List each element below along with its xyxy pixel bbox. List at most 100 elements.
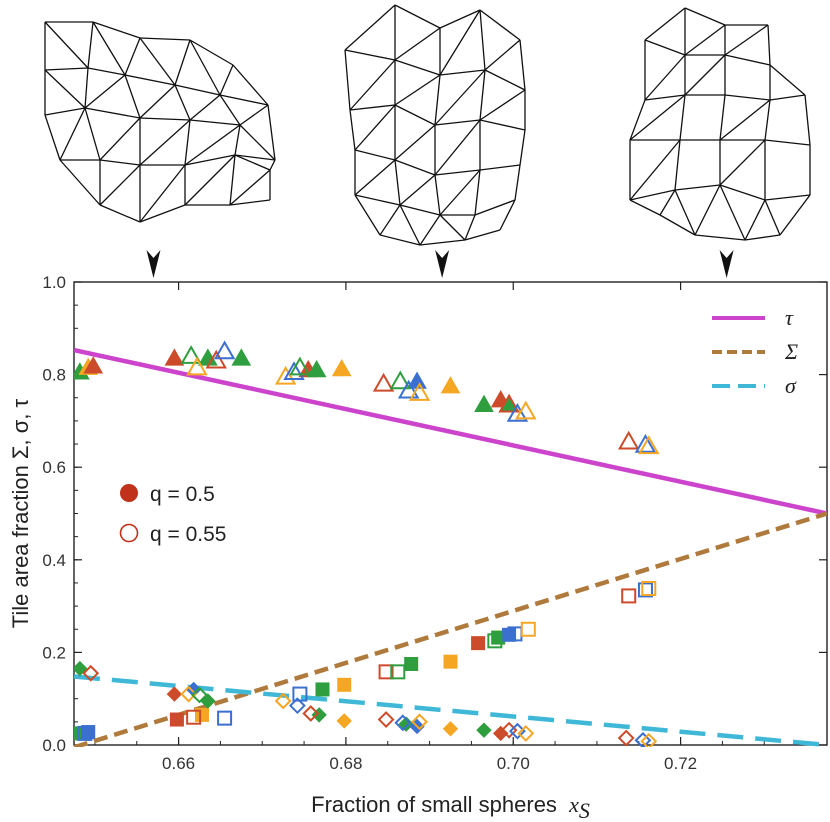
y-tick-label: 1.0 bbox=[42, 273, 66, 292]
tiling-middle bbox=[344, 4, 526, 246]
tile-edge bbox=[439, 9, 481, 29]
data-markers bbox=[74, 340, 660, 747]
tile-edge bbox=[349, 59, 396, 111]
tile-edge bbox=[419, 214, 441, 246]
tile-edge bbox=[124, 74, 141, 119]
y-tick-label: 0.8 bbox=[42, 366, 66, 385]
tile-edge bbox=[399, 204, 441, 216]
down-arrow-icon bbox=[146, 250, 161, 278]
tile-edge bbox=[139, 37, 176, 86]
tile-edge bbox=[694, 234, 746, 241]
tile-edge bbox=[379, 204, 401, 236]
diamond-marker bbox=[180, 685, 198, 703]
tile-edge bbox=[174, 84, 191, 121]
tile-edge bbox=[769, 64, 806, 96]
tile-edge bbox=[744, 199, 766, 241]
triangle-marker bbox=[283, 361, 305, 381]
triangle-marker bbox=[617, 430, 640, 450]
tile-edge bbox=[479, 119, 526, 131]
triangle-marker bbox=[372, 372, 395, 392]
square-marker bbox=[292, 686, 308, 702]
tile-edge bbox=[234, 154, 271, 171]
diamond-marker bbox=[634, 731, 652, 747]
tile-edge bbox=[92, 21, 141, 39]
tile-edge bbox=[59, 159, 101, 206]
tile-edge bbox=[724, 24, 769, 56]
diamond-marker bbox=[166, 686, 183, 702]
tile-edge bbox=[267, 104, 276, 161]
tile-edge bbox=[724, 94, 771, 101]
line-solid bbox=[74, 347, 827, 516]
tile-edge bbox=[464, 229, 501, 241]
tile-edge bbox=[419, 239, 466, 246]
tile-edge bbox=[719, 184, 746, 241]
tile-edge bbox=[479, 69, 486, 121]
tile-edge bbox=[139, 117, 191, 121]
triangle-marker bbox=[306, 359, 327, 378]
legend-marker bbox=[120, 484, 138, 502]
diamond-marker bbox=[191, 686, 208, 704]
square-marker bbox=[507, 626, 523, 642]
square-marker bbox=[404, 656, 419, 671]
tile-edge bbox=[719, 99, 771, 141]
diamond-marker bbox=[394, 714, 412, 732]
tile-edge bbox=[344, 49, 396, 61]
tile-edge bbox=[379, 234, 421, 246]
tile-edge bbox=[629, 99, 646, 141]
tile-edge bbox=[719, 184, 766, 201]
tile-edge bbox=[439, 169, 481, 216]
tile-edge bbox=[229, 169, 271, 206]
tile-edge bbox=[659, 214, 696, 236]
tile-edge bbox=[139, 37, 191, 41]
x-tick-label: 0.68 bbox=[329, 754, 362, 773]
tile-edge bbox=[354, 194, 381, 236]
tile-edge bbox=[139, 119, 191, 166]
tile-edge bbox=[84, 107, 141, 119]
tile-edge bbox=[99, 159, 141, 166]
diamond-marker bbox=[74, 660, 88, 677]
legend-label: τ bbox=[785, 305, 794, 330]
tile-edge bbox=[394, 27, 441, 61]
x-tick-label: 0.72 bbox=[664, 754, 697, 773]
down-arrow-icon bbox=[719, 250, 734, 278]
tile-edge bbox=[394, 159, 401, 206]
tile-edge bbox=[394, 104, 436, 126]
triangle-marker bbox=[498, 393, 520, 413]
diamond-marker bbox=[377, 711, 395, 728]
tile-edge bbox=[644, 7, 686, 41]
diamond-marker bbox=[517, 725, 535, 742]
tile-edge bbox=[629, 139, 681, 201]
tile-edge bbox=[59, 107, 86, 161]
tile-edge bbox=[464, 214, 476, 241]
tile-edge bbox=[239, 124, 276, 161]
tile-edge bbox=[644, 94, 686, 101]
x-tick-label: 0.70 bbox=[497, 754, 530, 773]
tile-edge bbox=[354, 194, 401, 206]
tile-edge bbox=[189, 94, 221, 121]
tile-edge bbox=[514, 164, 521, 201]
tile-edge bbox=[479, 9, 486, 71]
tile-edge bbox=[219, 64, 234, 96]
diamond-marker bbox=[411, 713, 428, 731]
square-marker bbox=[471, 636, 486, 651]
tile-edge bbox=[629, 199, 661, 216]
tile-edge bbox=[44, 67, 89, 71]
tile-edge bbox=[769, 94, 806, 101]
diamond-marker bbox=[288, 697, 306, 715]
diamond-marker bbox=[617, 729, 635, 747]
triangle-marker bbox=[205, 349, 227, 369]
tile-edge bbox=[629, 189, 676, 201]
tile-edge bbox=[719, 94, 726, 141]
tile-edge bbox=[764, 194, 811, 201]
diamond-marker bbox=[442, 721, 459, 737]
tile-edge bbox=[394, 124, 436, 161]
tile-edge bbox=[439, 9, 481, 76]
square-marker bbox=[77, 725, 93, 741]
tile-edge bbox=[84, 74, 126, 109]
tile-edge bbox=[519, 39, 526, 91]
square-marker bbox=[390, 664, 406, 680]
tile-edge bbox=[434, 174, 441, 216]
triangle-marker bbox=[506, 402, 529, 422]
y-tick-label: 0.0 bbox=[42, 736, 66, 755]
